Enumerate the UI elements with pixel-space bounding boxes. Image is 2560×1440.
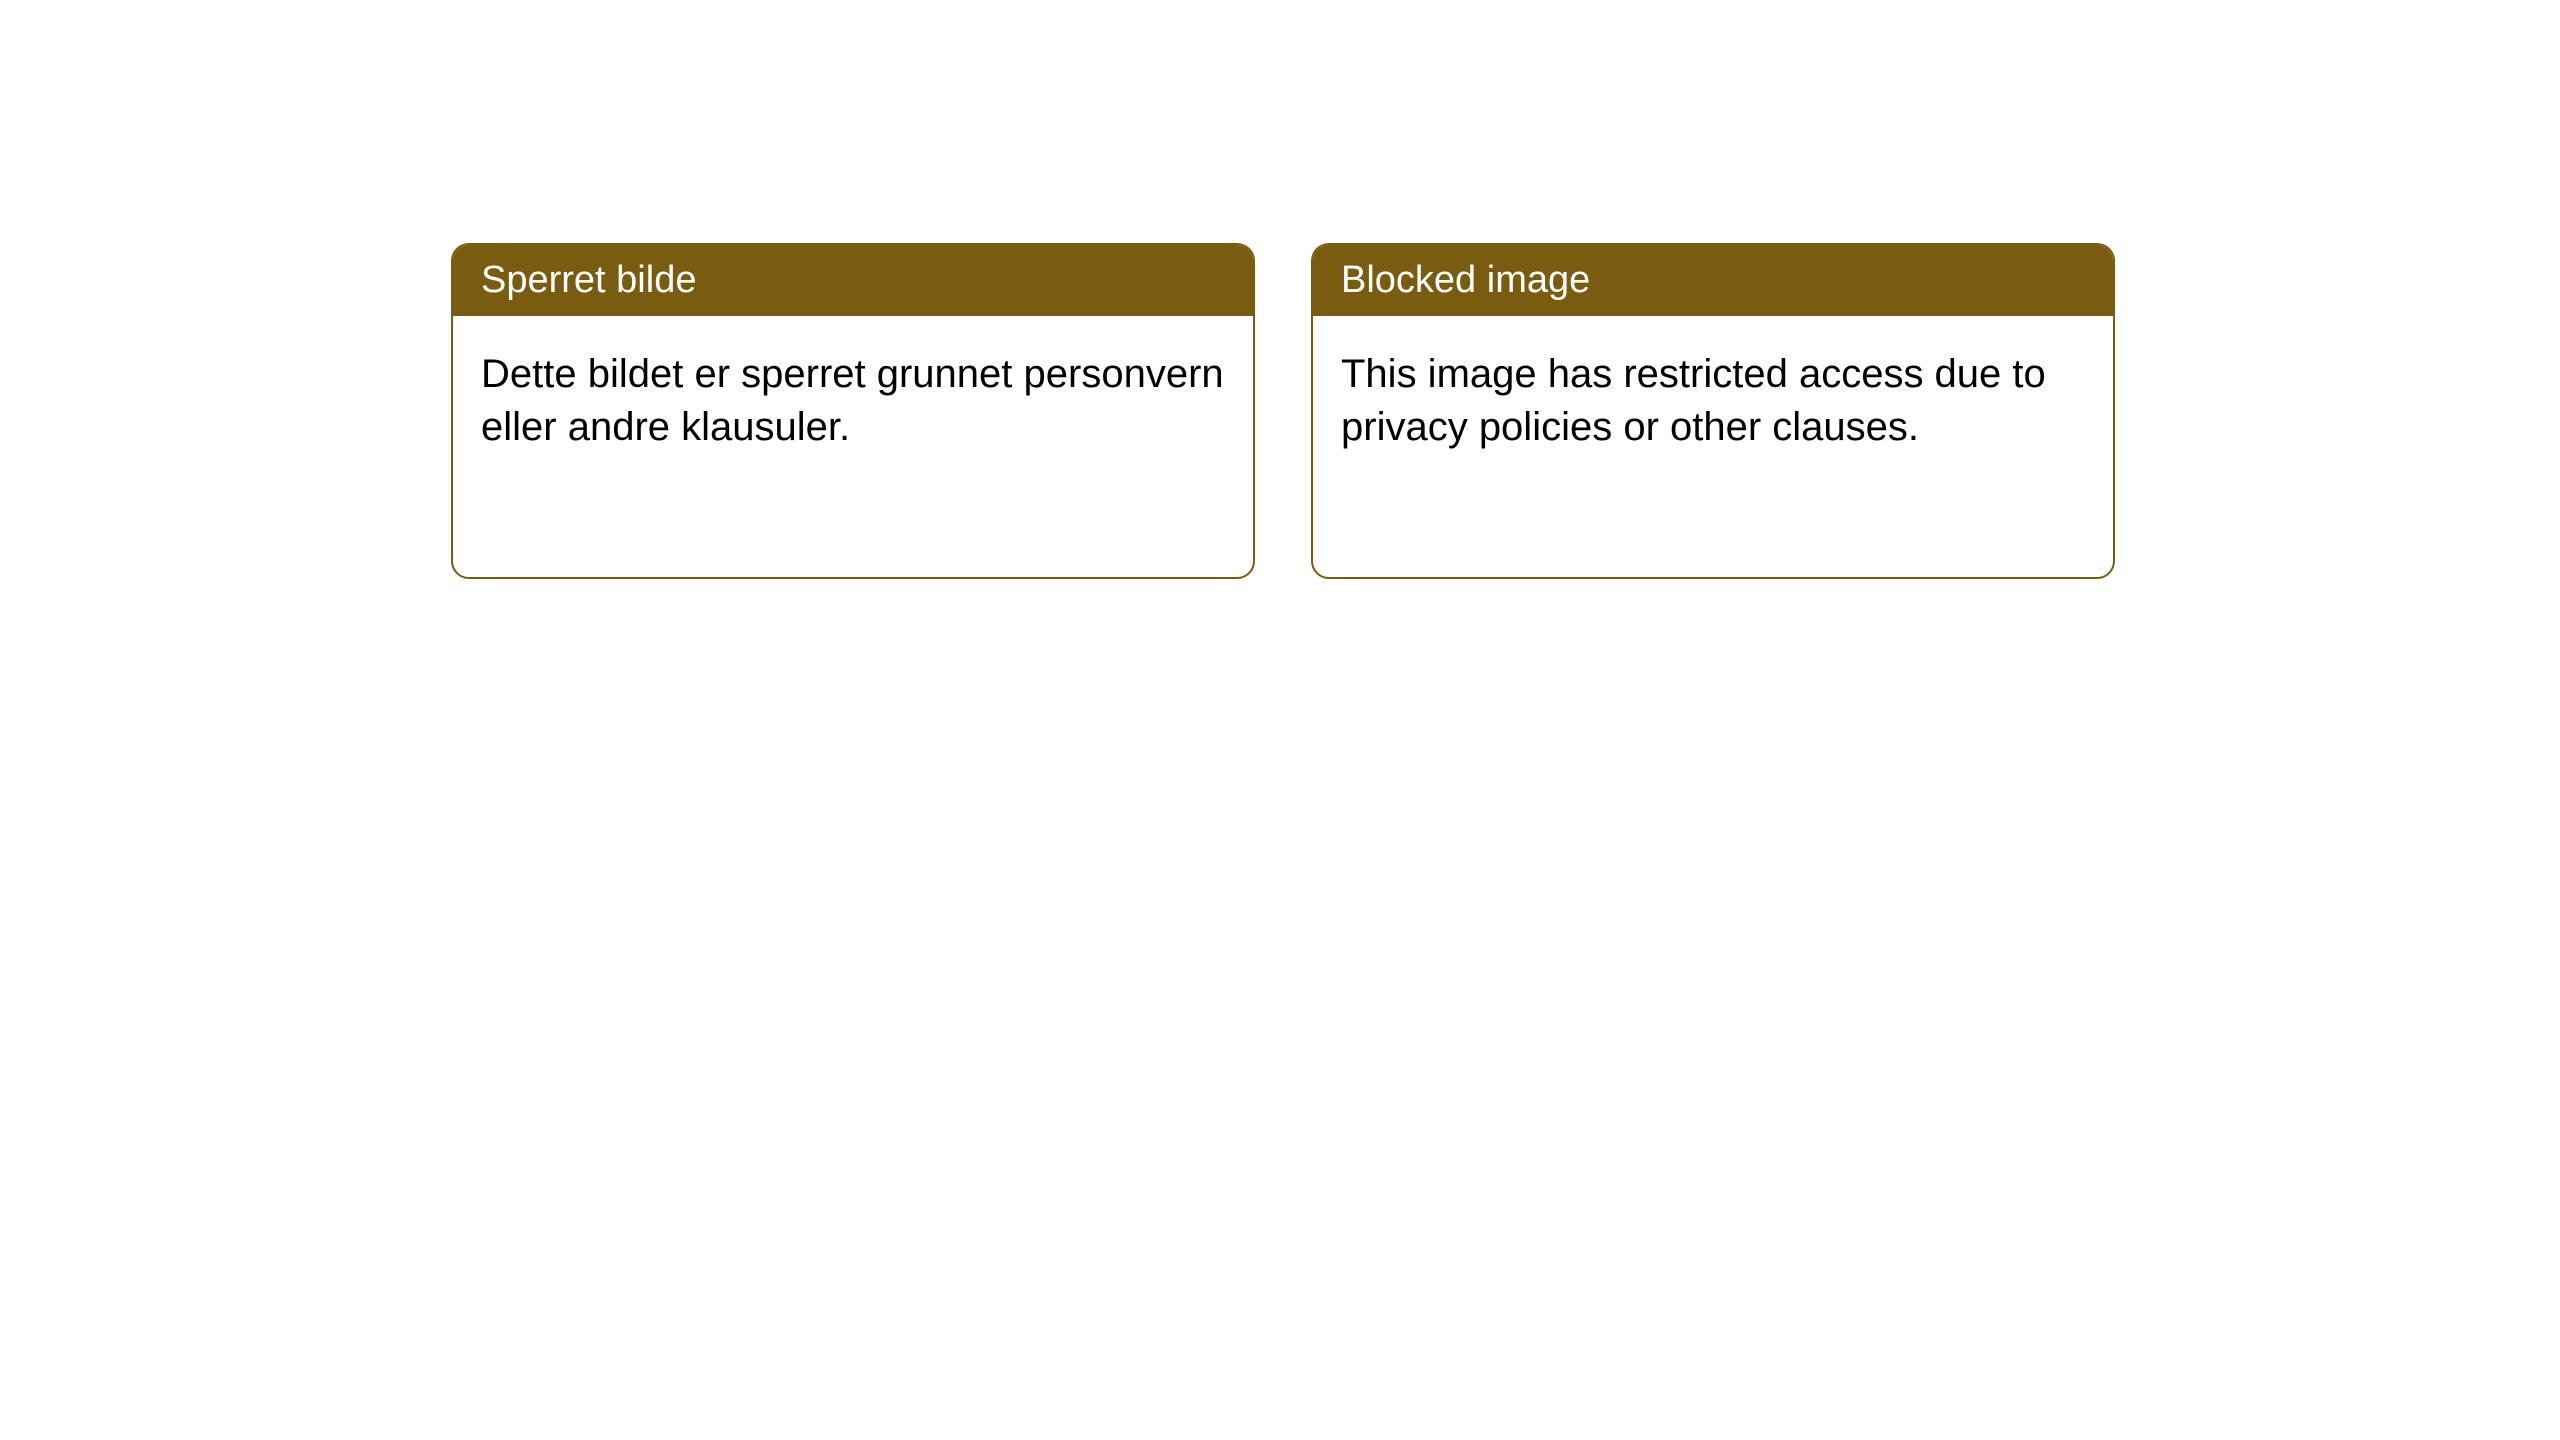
notice-container: Sperret bilde Dette bildet er sperret gr… (451, 243, 2115, 579)
notice-title: Blocked image (1313, 245, 2113, 316)
notice-card-english: Blocked image This image has restricted … (1311, 243, 2115, 579)
notice-card-norwegian: Sperret bilde Dette bildet er sperret gr… (451, 243, 1255, 579)
notice-body: This image has restricted access due to … (1313, 316, 2113, 486)
notice-body: Dette bildet er sperret grunnet personve… (453, 316, 1253, 486)
notice-title: Sperret bilde (453, 245, 1253, 316)
